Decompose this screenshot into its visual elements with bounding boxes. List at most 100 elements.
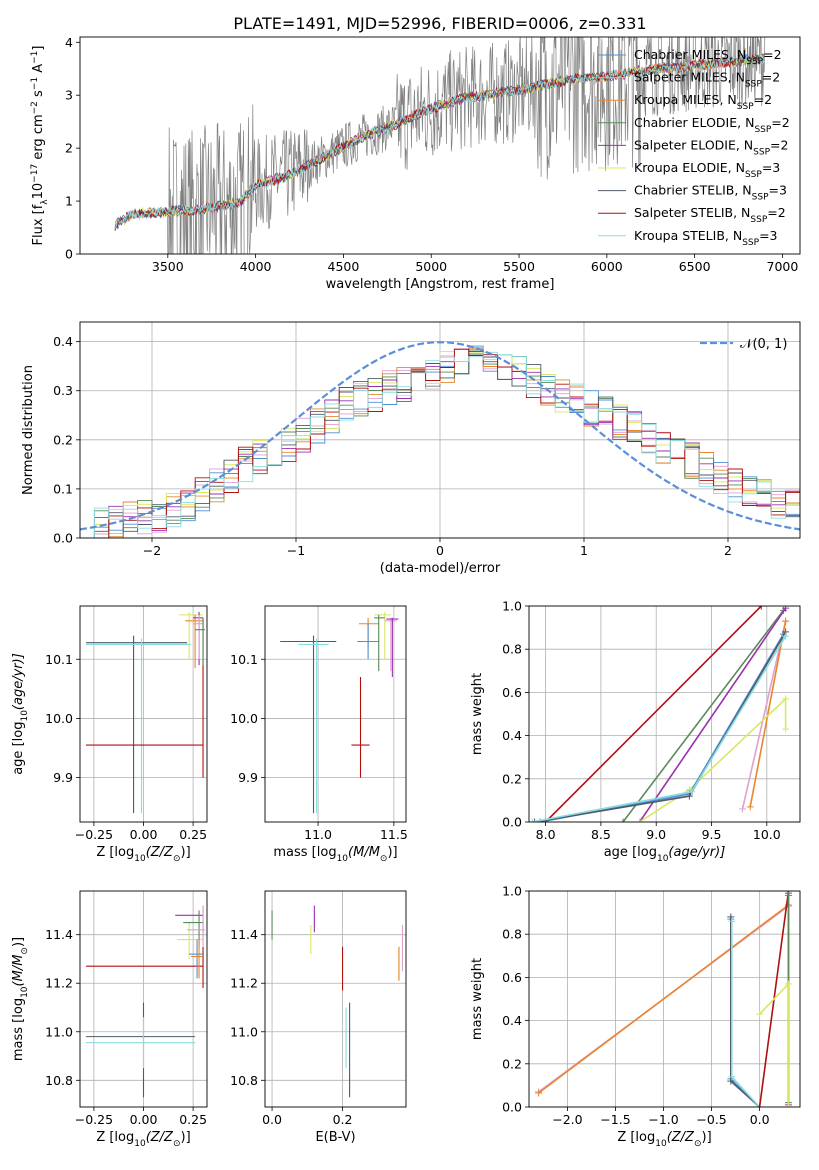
observed-spectrum [114,37,766,254]
weight-marker [685,792,693,800]
plot-area [114,37,766,254]
x-tick-label: 0.2 [333,1112,353,1127]
plot-area [529,606,800,822]
y-tick-label: 0.8 [502,927,522,942]
x-axis-label: (data-model)/error [380,561,501,576]
x-tick-label: 4500 [328,259,360,274]
weight-series-8 [529,632,790,822]
plot-area [265,891,406,1107]
y-tick-label: 0.2 [502,771,522,786]
residual-legend: 𝒩(0, 1) [700,337,787,352]
panel-spectrum: 3500 4000 4500 5000 5500 6000 6500 7000 0 1 2 3 4 wav… [30,35,801,292]
weight-marker [619,818,627,822]
weight-marker [782,725,790,733]
y-axis-label: mass weight [470,958,485,1040]
y-axis-label: Normed distribution [21,365,36,495]
legend-entry: Chabrier ELODIE, NSSP=2 [634,115,790,135]
legend-entry: Salpeter MILES, NSSP=2 [634,70,780,90]
weight-marker [782,617,790,625]
weight-series-2 [636,606,790,822]
legend-entry: Chabrier MILES, NSSP=2 [634,47,782,67]
x-tick-label: 7000 [767,259,799,274]
legend-entry: Kroupa MILES, NSSP=2 [634,92,772,112]
x-tick-label: −1.5 [600,1112,630,1127]
x-tick-label: 5000 [415,259,447,274]
axes-frame [79,36,801,255]
axes-frame [79,321,801,539]
weight-series-1 [619,606,787,822]
y-tick-label: 10.8 [230,1073,258,1088]
weight-marker [756,1010,764,1018]
model-spectrum-6 [114,54,765,231]
y-tick-label: 0.4 [53,334,73,349]
errorbar-point-1 [85,638,192,814]
x-tick-label: 0.0 [262,1112,282,1127]
y-tick-label: 0.0 [502,1100,522,1115]
errorbar-point-7 [195,617,206,666]
weight-marker [757,606,765,610]
x-tick-label: 0.0 [750,1112,770,1127]
weight-line [731,921,761,1107]
y-tick-label: 9.9 [53,770,73,785]
x-tick-label: 2 [724,543,732,558]
x-tick-label: 3500 [152,259,184,274]
weight-series-8 [756,980,792,1107]
y-tick-label: 0.4 [502,1013,522,1028]
weight-marker [784,980,792,988]
y-tick-label: 0.0 [53,531,73,546]
weight-line [622,609,785,822]
weight-marker [535,1089,543,1097]
errorbar-point-6 [187,905,206,947]
errorbar-point-2 [85,946,204,989]
x-axis-label: age [log10(age/yr)] [604,845,726,864]
x-tick-label: 4000 [240,259,272,274]
x-tick-label: 0.25 [179,827,207,842]
x-tick-label: −0.25 [75,827,113,842]
weight-marker [746,803,754,811]
axes-frame [79,605,208,823]
panel-massweight-vs-age: 8.0 8.5 9.0 9.5 10.0 0.0 0.2 0.4 0.6 0.8 1.0 age [l… [470,599,801,864]
x-axis-label: Z [log10(Z/Z⊙)] [96,845,190,864]
weight-series-4 [746,617,790,811]
panel-mass-vs-Z: −0.25 0.00 0.25 10.8 11.0 11.2 11.4 Z [log10(Z/… [11,890,208,1149]
errorbar-point-7 [384,617,397,672]
x-tick-label: 0.00 [130,1112,158,1127]
gaussian-curve [80,341,800,531]
errorbar-point-0 [85,1002,196,1098]
legend-entry: Salpeter STELIB, NSSP=2 [634,205,786,225]
y-tick-label: 0.6 [502,970,522,985]
weight-marker [636,818,644,822]
y-tick-label: 0.0 [502,815,522,830]
panels: 3500 4000 4500 5000 5500 6000 6500 7000 0 1 2 3 4 wav… [11,35,801,1149]
y-tick-label: 11.0 [230,1024,258,1039]
ticks: 3500 4000 4500 5000 5500 6000 6500 7000 0 1 2 3 4 [65,35,798,274]
x-tick-label: −2.0 [552,1112,582,1127]
weight-line [741,620,787,810]
spectrum-legend: Chabrier MILES, NSSP=2 Salpeter MILES, NS… [598,47,790,248]
y-tick-label: 2 [65,141,73,156]
y-tick-label: 0.4 [502,728,522,743]
x-tick-label: 11.0 [304,827,332,842]
model-spectrum-8 [114,53,765,229]
panel-residuals: −2 −1 0 1 2 0.0 0.1 0.2 0.3 0.4 (data-model)/error… [21,321,801,576]
plot-area [80,322,800,538]
y-tick-label: 10.1 [45,652,73,667]
weight-marker [782,632,790,640]
axes-frame [79,890,208,1108]
weight-marker [738,805,746,813]
residual-histogram-8 [80,351,800,538]
weight-marker [782,695,790,703]
y-tick-label: 3 [65,88,73,103]
weight-marker [756,1103,764,1107]
x-tick-label: 8.5 [591,827,611,842]
x-tick-label: −1 [287,543,305,558]
axes-frame [264,890,407,1108]
y-tick-label: 10.0 [230,711,258,726]
weight-marker [784,1103,792,1107]
legend-entry: Salpeter ELODIE, NSSP=2 [634,137,788,157]
weight-line [639,697,787,822]
weight-series-3 [738,617,790,813]
axes-frame [528,890,801,1108]
figure-title: PLATE=1491, MJD=52996, FIBERID=0006, z=0… [233,14,646,33]
